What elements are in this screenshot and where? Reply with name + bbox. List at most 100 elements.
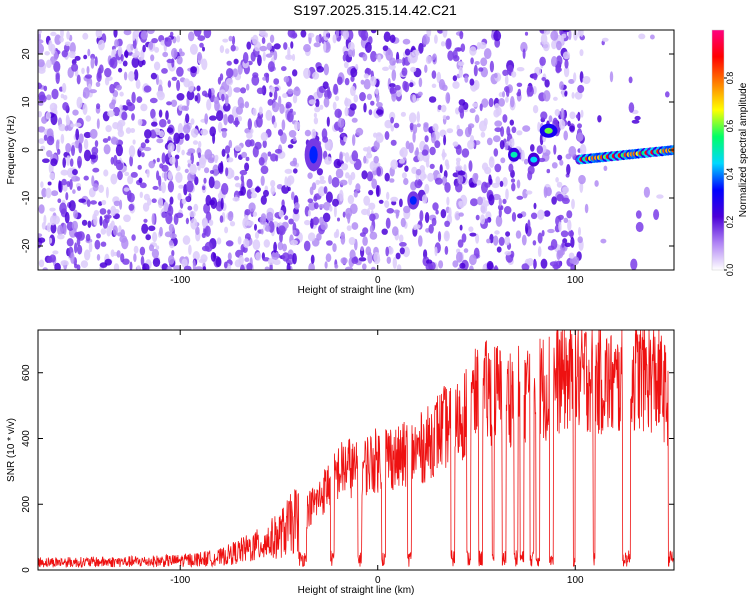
spectrogram-cell — [463, 248, 469, 253]
spectrogram-cell — [363, 155, 367, 164]
spectrogram-cell — [199, 157, 206, 169]
spectrogram-cell — [555, 64, 561, 74]
spectrogram-cell — [401, 67, 408, 76]
spectrogram-cell — [69, 179, 73, 190]
spectrogram-cell — [241, 151, 248, 158]
spectrogram-cell — [537, 232, 543, 244]
spectrogram-cell — [83, 54, 88, 60]
spectrogram-cell — [399, 149, 404, 157]
snr-line — [38, 330, 674, 568]
spectrogram-cell — [385, 217, 391, 229]
spectrogram-cell — [273, 90, 278, 101]
spectrogram-cell — [46, 94, 52, 101]
colorbar-ticks: 0.0 0.2 0.4 0.6 0.8 — [724, 72, 735, 276]
spectrogram-cell — [185, 196, 191, 202]
spectrogram-cell — [69, 51, 76, 56]
spectrogram-cell — [86, 66, 90, 75]
spectrogram-cell — [541, 230, 545, 237]
spectrogram-cell — [574, 91, 583, 100]
spectrogram-cell — [431, 70, 437, 79]
spectrogram-cell — [556, 193, 564, 202]
spectrogram-cell — [258, 106, 263, 115]
spectrogram-cell — [50, 158, 58, 167]
spectrogram-cell — [263, 239, 270, 248]
spectrogram-cell — [458, 66, 463, 78]
spectrogram-cell — [185, 113, 190, 124]
spectrogram-cell — [110, 173, 118, 185]
spectrogram-cell — [281, 119, 286, 131]
spectrogram-cell — [362, 53, 368, 62]
spectrogram-cell — [533, 202, 537, 210]
spectrogram-cell — [345, 213, 351, 220]
spectrogram-cell — [84, 74, 93, 79]
spectrogram-cell — [110, 249, 115, 257]
spectrogram-cell — [282, 93, 288, 99]
spectrogram-cell — [281, 66, 287, 72]
spectrogram-cell — [235, 106, 243, 115]
spectrogram-cell — [499, 180, 504, 187]
spectrogram-cell — [438, 260, 444, 269]
spectrogram-cell — [569, 125, 575, 132]
spectrogram-cell — [434, 246, 438, 257]
spectrogram-cell — [204, 167, 210, 174]
spectrogram-cell — [385, 246, 390, 257]
spectrogram-cell — [362, 147, 369, 152]
spectrogram-cell — [404, 165, 409, 172]
spectrogram-cell — [369, 76, 377, 87]
spectrogram-cell — [469, 108, 476, 114]
spectrogram-cell — [475, 214, 480, 221]
spectrogram-cell — [562, 51, 571, 60]
y-tick-label: 200 — [21, 495, 32, 512]
spectrogram-cell — [124, 171, 130, 177]
spectrogram-cell — [59, 36, 64, 43]
spectrogram-cell — [341, 133, 346, 138]
spectrogram-cell — [167, 142, 175, 153]
y-tick-label: -20 — [21, 238, 32, 253]
spectrogram-cell — [78, 198, 86, 203]
spectrogram-cell — [99, 215, 103, 226]
spectrogram-cell — [288, 254, 293, 260]
spectrogram-cell — [65, 192, 69, 201]
spectrogram-cell — [140, 255, 145, 266]
spectrogram-cell — [421, 149, 429, 156]
spectrogram-cell — [323, 41, 327, 53]
spectrogram-cell — [151, 198, 157, 203]
spectrogram-cell — [96, 118, 100, 129]
spectrogram-cell — [564, 90, 568, 97]
spectrogram-cell — [355, 63, 359, 71]
y-tick-label: 400 — [21, 430, 32, 447]
spectrogram-cell — [190, 128, 199, 138]
spectrogram-cell — [76, 237, 81, 247]
spectrogram-cell — [95, 30, 103, 39]
spectrogram-cell — [237, 64, 243, 75]
spectrogram-cell — [486, 137, 493, 146]
spectrogram-cell — [292, 229, 297, 236]
colorbar-frame — [711, 29, 725, 271]
spectrogram-cell — [139, 191, 143, 198]
spectrogram-cell — [262, 139, 267, 149]
spectrogram-cell — [66, 30, 70, 40]
spectrogram-cell — [112, 48, 117, 55]
spectrogram-cell — [522, 125, 531, 132]
spectrogram-cell — [159, 226, 163, 237]
spectrogram-cell — [377, 54, 382, 63]
spectrogram-cell — [576, 132, 584, 142]
spectrogram-cell — [254, 231, 260, 239]
spectrogram-cell — [371, 266, 376, 270]
spectrogram-cell — [277, 129, 284, 136]
spectrogram-cell — [561, 197, 570, 204]
spectrogram-cell — [577, 84, 585, 94]
spectrogram-cell — [72, 169, 78, 176]
spectrogram-cell — [313, 117, 319, 125]
spectrogram-cell — [303, 240, 311, 252]
spectrogram-cell — [562, 186, 570, 194]
spectrogram-cell — [46, 150, 53, 158]
spectrogram-cell — [167, 119, 171, 124]
spectrogram-cell — [212, 164, 220, 177]
spectrogram-cell — [64, 41, 71, 47]
spectrogram-cell — [128, 203, 135, 211]
spectrogram-cell — [148, 41, 154, 50]
spectrogram-cell — [521, 234, 527, 246]
spectrogram-cell — [308, 99, 317, 105]
spectrogram-cell — [307, 32, 315, 38]
